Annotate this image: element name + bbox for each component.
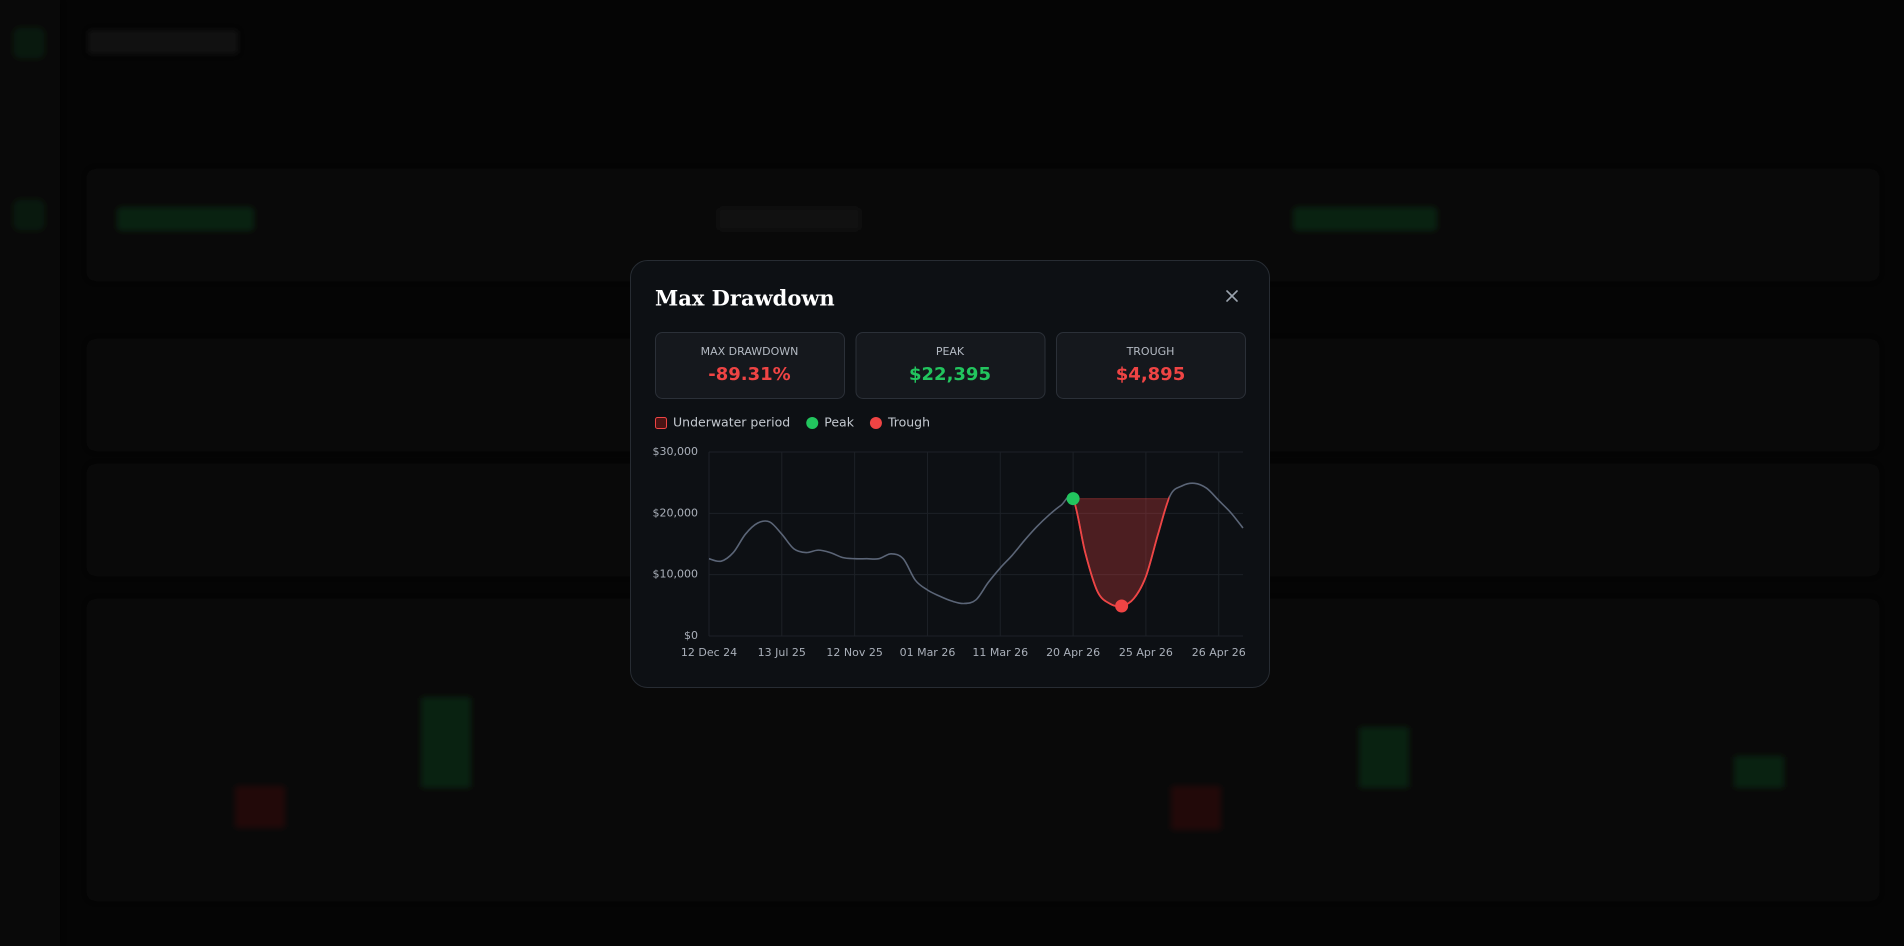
legend-dot	[806, 417, 819, 429]
sidebar	[0, 0, 60, 946]
x-tick-label: 13 Jul 25	[758, 646, 806, 659]
backdrop-bar	[1735, 757, 1783, 787]
balance-block	[118, 208, 253, 230]
x-tick-label: 12 Dec 24	[681, 646, 737, 659]
underwater-area	[1073, 498, 1169, 607]
close-button[interactable]	[1220, 284, 1244, 308]
x-tick-label: 01 Mar 26	[900, 646, 956, 659]
x-tick-label: 12 Nov 25	[826, 646, 882, 659]
legend-label: Underwater period	[673, 415, 790, 430]
stat-label: PEAK	[936, 345, 965, 358]
y-tick-label: $0	[684, 629, 698, 642]
y-tick-label: $10,000	[653, 568, 699, 581]
legend-label: Peak	[824, 415, 854, 430]
stat-cards: MAX DRAWDOWN -89.31% PEAK $22,395 TROUGH $4,8…	[655, 332, 1246, 399]
backdrop-bar	[1172, 787, 1220, 829]
trough-marker	[1115, 599, 1129, 613]
x-tick-label: 25 Apr 26	[1119, 646, 1173, 659]
y-tick-label: $30,000	[653, 445, 699, 458]
stat-value: $4,895	[1116, 364, 1185, 385]
stat-value: $22,395	[909, 364, 991, 385]
stat-card	[655, 332, 845, 399]
x-tick-label: 26 Apr 26	[1192, 646, 1246, 659]
legend-label: Trough	[887, 415, 930, 430]
legend-dot	[869, 417, 882, 429]
stat-label: MAX DRAWDOWN	[701, 345, 799, 358]
balance-block	[718, 208, 860, 230]
backdrop-bar	[422, 698, 470, 787]
legend-swatch	[655, 417, 667, 429]
x-tick-label: 20 Apr 26	[1046, 646, 1100, 659]
backdrop-bar	[1360, 728, 1408, 787]
heading-block	[88, 30, 238, 54]
backdrop-bar	[236, 787, 284, 827]
logo	[14, 28, 44, 58]
chart: Underwater period Peak Trough $0 $10,000 $20,…	[653, 415, 1246, 660]
modal	[630, 260, 1270, 688]
stat-card	[855, 332, 1046, 399]
modal-title: Max Drawdown	[655, 286, 835, 311]
y-tick-label: $20,000	[653, 506, 699, 519]
nav-item	[14, 200, 44, 230]
close-icon	[1226, 290, 1238, 302]
balance-block	[1294, 208, 1436, 230]
peak-marker	[1066, 492, 1080, 506]
stat-value: -89.31%	[708, 364, 790, 385]
stat-label: TROUGH	[1126, 345, 1175, 358]
stat-card	[1056, 332, 1246, 399]
x-tick-label: 11 Mar 26	[972, 646, 1028, 659]
